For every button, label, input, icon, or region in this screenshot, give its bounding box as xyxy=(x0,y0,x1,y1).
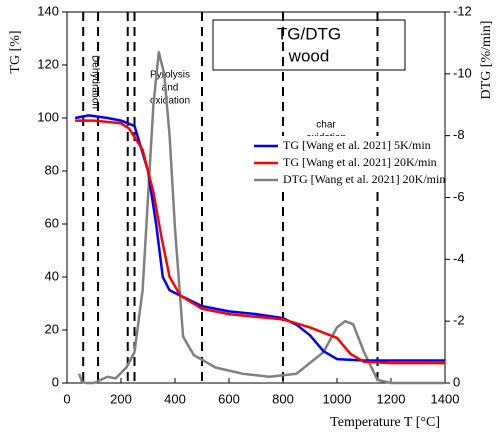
x-tick-label: 200 xyxy=(110,391,132,406)
x-tick-label: 400 xyxy=(164,391,186,406)
y-tick-label: 40 xyxy=(45,268,59,283)
y-axis-label: TG [%] xyxy=(8,30,23,73)
y2-tick-label: -2 xyxy=(453,313,465,328)
y2-tick-label: -6 xyxy=(453,189,465,204)
x-tick-label: 1200 xyxy=(377,391,406,406)
chart-title: TG/DTG xyxy=(277,24,341,43)
x-tick-label: 1400 xyxy=(431,391,460,406)
y-tick-label: 80 xyxy=(45,162,59,177)
x-tick-label: 600 xyxy=(218,391,240,406)
y-tick-label: 140 xyxy=(37,3,59,18)
x-axis-label: Temperature T [°C] xyxy=(330,415,440,430)
chart-subtitle: wood xyxy=(288,46,330,65)
y2-axis-label: DTG [%/min] xyxy=(479,21,494,100)
x-tick-label: 800 xyxy=(272,391,294,406)
series-line xyxy=(74,114,445,362)
annotation: Dehydration xyxy=(89,55,100,109)
series-line xyxy=(78,50,445,385)
legend-label: TG [Wang et al. 2021] 20K/min xyxy=(283,155,437,169)
annotation: oxidation xyxy=(150,96,190,107)
y2-tick-label: -4 xyxy=(453,251,465,266)
annotation: and xyxy=(162,83,179,94)
x-tick-label: 1000 xyxy=(323,391,352,406)
y-tick-label: 120 xyxy=(37,56,59,71)
y2-tick-label: -12 xyxy=(453,3,472,18)
y2-tick-label: -8 xyxy=(453,127,465,142)
y2-tick-label: 0 xyxy=(453,374,460,389)
title-box xyxy=(212,19,406,71)
series-line xyxy=(75,119,445,365)
y-tick-label: 0 xyxy=(52,374,59,389)
y2-tick-label: -10 xyxy=(453,65,472,80)
y-tick-label: 20 xyxy=(45,321,59,336)
y-tick-label: 100 xyxy=(37,109,59,124)
legend-label: TG [Wang et al. 2021] 5K/min xyxy=(283,138,431,152)
legend-label: DTG [Wang et al. 2021] 20K/min xyxy=(283,172,445,186)
annotation: Pyrolysis xyxy=(150,70,190,81)
legend-box xyxy=(250,136,442,192)
x-tick-label: 0 xyxy=(63,391,70,406)
y-tick-label: 60 xyxy=(45,215,59,230)
annotation: char xyxy=(316,120,336,131)
